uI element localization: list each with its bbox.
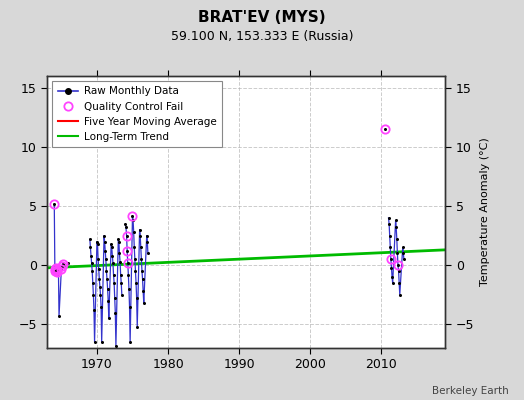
Text: 59.100 N, 153.333 E (Russia): 59.100 N, 153.333 E (Russia) bbox=[171, 30, 353, 43]
Text: Berkeley Earth: Berkeley Earth bbox=[432, 386, 508, 396]
Legend: Raw Monthly Data, Quality Control Fail, Five Year Moving Average, Long-Term Tren: Raw Monthly Data, Quality Control Fail, … bbox=[52, 81, 222, 147]
Y-axis label: Temperature Anomaly (°C): Temperature Anomaly (°C) bbox=[480, 138, 490, 286]
Text: BRAT'EV (MYS): BRAT'EV (MYS) bbox=[198, 10, 326, 25]
